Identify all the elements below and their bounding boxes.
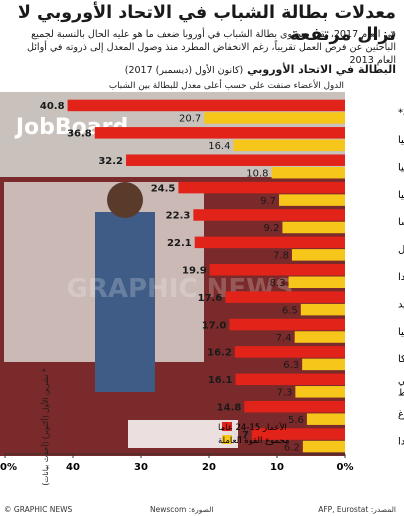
bar-youth bbox=[229, 318, 345, 331]
bar-youth bbox=[67, 99, 345, 112]
category-label-line2: 28 دولة - متوسط bbox=[398, 388, 404, 399]
category-label: إيرلندا bbox=[398, 436, 404, 447]
data-label: 36.8 bbox=[67, 129, 92, 140]
bar-total bbox=[291, 249, 345, 261]
data-label: 7.4 bbox=[276, 333, 292, 344]
category-label: فنلندا bbox=[398, 272, 404, 283]
data-label: 16.1 bbox=[208, 375, 233, 386]
data-label: 7.8 bbox=[273, 251, 289, 262]
bar-total bbox=[271, 166, 345, 179]
data-label: 5.6 bbox=[288, 415, 304, 426]
photo-person-head bbox=[107, 182, 143, 218]
bar-youth bbox=[209, 264, 345, 276]
bar-total bbox=[300, 303, 345, 316]
category-label: الاتحاد الأوروبي bbox=[398, 375, 404, 387]
bar-total bbox=[302, 358, 345, 371]
bar-total bbox=[294, 331, 345, 343]
x-tick-label: 10 bbox=[270, 462, 284, 473]
bar-total bbox=[279, 194, 345, 206]
bar-youth bbox=[194, 236, 345, 249]
x-tick-label: 40 bbox=[66, 462, 80, 473]
intro-text: في العام 2017، بقي مستوى بطالة الشباب في… bbox=[26, 29, 396, 66]
bar-total bbox=[302, 440, 345, 453]
category-label: السويد bbox=[398, 299, 404, 310]
data-label: 16.4 bbox=[208, 141, 230, 152]
bar-youth bbox=[235, 373, 345, 386]
bar-total bbox=[233, 139, 345, 152]
legend-swatch bbox=[222, 422, 232, 431]
legend-label: الأعمار 15-24 عاما bbox=[218, 422, 287, 433]
bar-youth bbox=[178, 181, 345, 194]
data-label: 19.9 bbox=[182, 266, 207, 277]
bar-youth bbox=[225, 291, 345, 303]
bar-total bbox=[288, 276, 345, 288]
bar-youth bbox=[244, 400, 345, 413]
category-label: البرتغال bbox=[398, 245, 404, 256]
bar-total bbox=[282, 221, 345, 234]
bar-total bbox=[306, 413, 345, 425]
bar-youth bbox=[94, 127, 345, 139]
footnote: * تشرين الأول (أكتوبر) (أحدث بيانات) bbox=[40, 368, 50, 486]
bar-total bbox=[295, 386, 345, 398]
subtitle-label: البطالة في الاتحاد الأوروبي bbox=[247, 63, 396, 76]
data-label: 17.6 bbox=[198, 293, 223, 304]
data-label: 20.7 bbox=[179, 114, 201, 125]
data-label: 9.7 bbox=[260, 196, 276, 207]
bar-youth bbox=[251, 428, 345, 440]
chart-subtitle: البطالة في الاتحاد الأوروبي (كانون الأول… bbox=[8, 63, 396, 78]
photo-credit: الصورة: Newscom bbox=[150, 505, 214, 514]
chart-subtitle-2: الدول الأعضاء صنفت على حسب أعلى معدل للب… bbox=[108, 81, 344, 91]
data-label: 10.8 bbox=[246, 168, 268, 179]
data-label: 6.5 bbox=[282, 305, 298, 316]
x-tick-label: 0% bbox=[337, 462, 354, 473]
data-label: 32.2 bbox=[98, 156, 123, 167]
bar-youth bbox=[126, 154, 345, 166]
data-label: 24.5 bbox=[151, 183, 176, 194]
category-label: إيطاليا bbox=[398, 162, 404, 173]
chart-title: معدلات بطالة الشباب في الاتحاد الأوروبي … bbox=[17, 3, 396, 45]
data-label: 9.2 bbox=[264, 223, 280, 234]
x-tick-label: 50% bbox=[0, 462, 17, 473]
category-label: إسبانيا bbox=[398, 135, 404, 146]
category-label: لوكسمبورغ bbox=[398, 409, 404, 420]
data-label: 14.8 bbox=[217, 402, 242, 413]
data-label: 17.0 bbox=[202, 320, 227, 331]
data-label: 16.2 bbox=[207, 348, 232, 359]
legend-swatch bbox=[222, 435, 232, 444]
data-label: 8.3 bbox=[270, 278, 286, 289]
category-label: سلوفاكيا bbox=[398, 327, 404, 338]
photo-person bbox=[95, 212, 155, 392]
data-label: 22.3 bbox=[166, 211, 191, 222]
legend-box bbox=[128, 420, 238, 448]
bar-youth bbox=[193, 209, 345, 221]
category-label: كرواتيا bbox=[398, 190, 404, 201]
x-tick-label: 20 bbox=[202, 462, 216, 473]
data-label: 6.3 bbox=[283, 360, 299, 371]
category-label: بلجيكا bbox=[398, 354, 404, 365]
legend-label: مجموع القوة العاملة bbox=[218, 436, 289, 446]
logo-text: © GRAPHIC NEWS bbox=[4, 505, 73, 514]
x-tick-label: 30 bbox=[134, 462, 148, 473]
data-label: 7.3 bbox=[276, 388, 292, 399]
category-label: فرنسا bbox=[398, 217, 404, 228]
data-label: 6.2 bbox=[284, 442, 300, 453]
bar-youth bbox=[234, 346, 345, 358]
category-label: اليونان* bbox=[398, 108, 404, 119]
period-label: (كانون الأول (ديسمبر) 2017) bbox=[124, 65, 244, 76]
source-text: المصدر: AFP, Eurostat bbox=[318, 505, 396, 514]
data-label: 40.8 bbox=[40, 101, 65, 112]
bar-total bbox=[204, 112, 345, 124]
data-label: 22.1 bbox=[167, 238, 192, 249]
